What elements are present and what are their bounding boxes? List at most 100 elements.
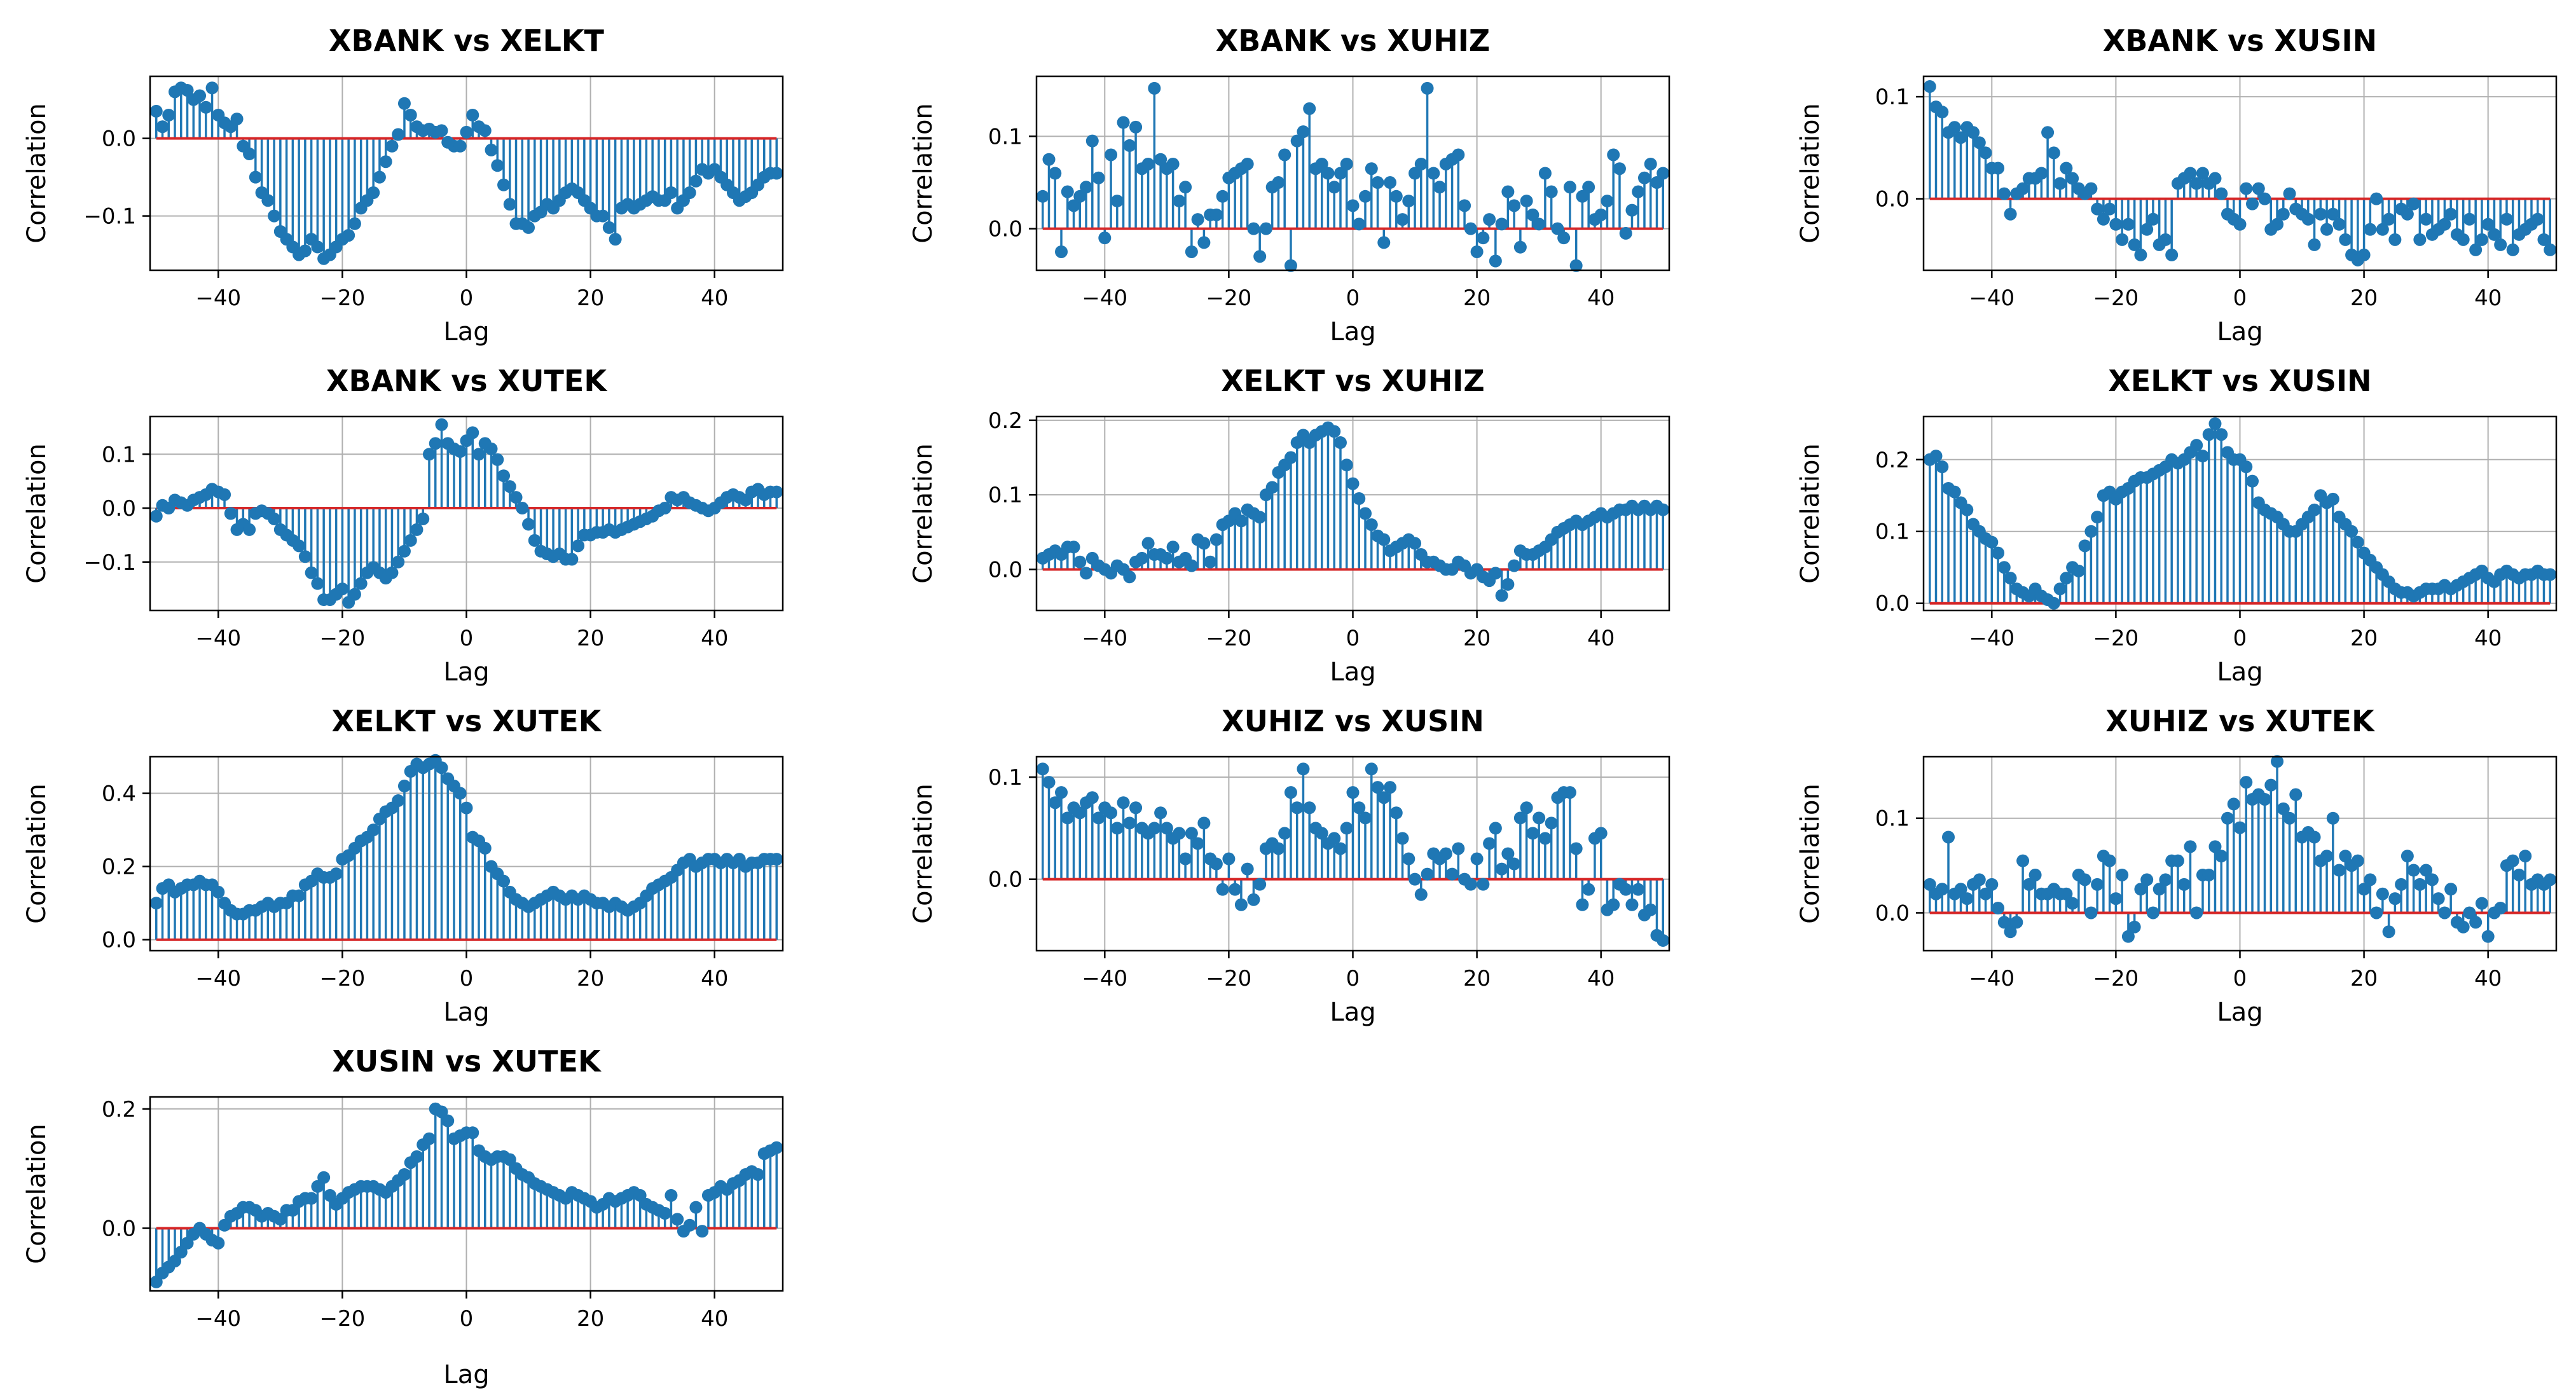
data-point	[2308, 238, 2321, 251]
data-point	[1333, 842, 1347, 855]
data-point	[435, 418, 448, 431]
data-point	[1526, 827, 1539, 840]
x-tick-label: 20	[577, 626, 604, 651]
data-point	[1433, 181, 1447, 194]
data-point	[1290, 134, 1304, 148]
data-point	[1508, 559, 1521, 572]
data-point	[293, 889, 306, 902]
data-point	[2134, 248, 2147, 261]
data-point	[1191, 837, 1204, 850]
y-tick-label: 0.1	[988, 765, 1023, 790]
data-point	[1501, 847, 1515, 860]
data-point	[1445, 867, 1459, 881]
data-point	[435, 124, 448, 137]
y-tick-label: 0.0	[1875, 187, 1910, 212]
data-point	[2202, 428, 2215, 441]
y-tick-label: 0.2	[102, 855, 136, 880]
data-point	[2494, 902, 2507, 915]
y-axis-label: Correlation	[22, 103, 52, 244]
data-point	[2227, 797, 2240, 811]
y-tick-label: 0.1	[1875, 85, 1910, 110]
data-point	[1154, 806, 1167, 820]
data-point	[1625, 898, 1639, 911]
data-point	[1209, 533, 1223, 546]
data-point	[261, 194, 275, 207]
data-point	[2320, 223, 2334, 236]
data-point	[2240, 776, 2253, 789]
data-point	[230, 113, 244, 126]
data-point	[342, 229, 355, 242]
data-point	[1297, 125, 1310, 139]
data-point	[1284, 259, 1297, 272]
data-point	[1644, 157, 1657, 170]
data-point	[1936, 460, 1949, 474]
data-point	[1272, 842, 1285, 855]
x-tick-label: −20	[1206, 966, 1252, 991]
data-point	[1973, 873, 1986, 886]
x-tick-label: −20	[1206, 286, 1252, 311]
data-point	[696, 1225, 709, 1238]
data-point	[273, 1213, 287, 1226]
data-point	[2208, 417, 2222, 431]
data-point	[1489, 254, 1502, 268]
data-point	[2351, 535, 2364, 549]
data-point	[1389, 806, 1403, 820]
data-point	[2240, 460, 2253, 474]
data-point	[751, 1168, 764, 1181]
data-point	[1209, 208, 1223, 221]
data-point	[1427, 167, 1440, 180]
data-point	[1409, 872, 1422, 886]
data-point	[404, 109, 417, 121]
data-point	[2339, 233, 2352, 246]
data-point	[1129, 120, 1143, 134]
y-axis-label: Correlation	[1796, 103, 1825, 244]
data-point	[2407, 864, 2420, 877]
x-tick-label: 40	[2474, 626, 2502, 651]
data-point	[1582, 181, 1595, 194]
y-tick-label: 0.4	[102, 782, 136, 807]
data-point	[2196, 450, 2209, 463]
data-point	[2376, 887, 2389, 900]
data-point	[2128, 920, 2141, 934]
data-point	[1582, 883, 1595, 896]
x-tick-label: 0	[1346, 966, 1360, 991]
data-point	[1080, 567, 1093, 580]
data-point	[2332, 864, 2346, 877]
chart-7: −40 −20 0 20 40 0.0 0.2 0.4 XELKT vs XUTEK Lag Cor…	[22, 704, 784, 1027]
data-point	[2413, 878, 2427, 891]
data-point	[429, 437, 442, 450]
data-point	[2506, 854, 2519, 867]
y-tick-label: 0.2	[1875, 448, 1910, 473]
data-point	[1477, 878, 1490, 891]
x-tick-label: −40	[195, 1306, 241, 1332]
data-point	[1619, 226, 1632, 240]
data-point	[162, 109, 176, 121]
data-point	[1073, 806, 1087, 820]
data-point	[1923, 80, 1936, 93]
x-tick-label: −40	[1969, 626, 2015, 651]
x-tick-label: 0	[2233, 286, 2247, 311]
data-point	[1557, 231, 1571, 245]
data-point	[2047, 596, 2060, 610]
data-point	[2425, 873, 2439, 886]
y-tick-label: 0.1	[1875, 520, 1910, 545]
data-point	[2351, 854, 2364, 867]
data-point	[1607, 148, 1620, 162]
data-point	[354, 577, 368, 590]
data-point	[2190, 177, 2203, 190]
chart-title: XUHIZ vs XUSIN	[1222, 704, 1484, 738]
data-point	[453, 445, 467, 458]
x-axis-label: Lag	[443, 658, 489, 687]
data-point	[1985, 535, 1999, 549]
data-point	[2053, 582, 2067, 596]
chart-title: XBANK vs XELKT	[329, 24, 605, 58]
data-point	[1253, 250, 1267, 263]
data-point	[348, 588, 361, 601]
x-tick-label: 20	[1463, 626, 1491, 651]
x-tick-label: 40	[2474, 286, 2502, 311]
data-point	[1520, 801, 1533, 815]
data-point	[1371, 781, 1384, 794]
data-point	[1607, 898, 1620, 911]
data-point	[2420, 212, 2433, 226]
data-point	[2202, 868, 2215, 881]
